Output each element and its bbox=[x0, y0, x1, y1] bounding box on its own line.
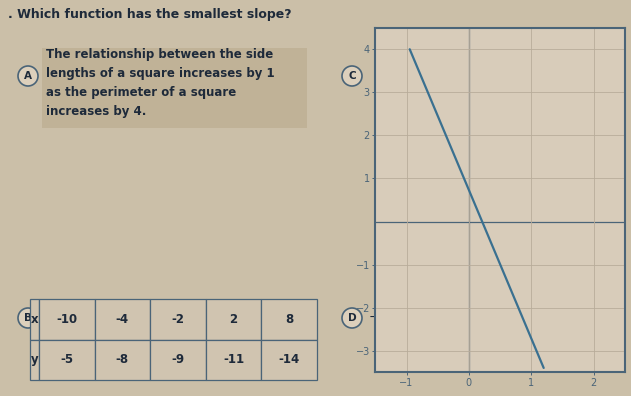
Circle shape bbox=[342, 66, 362, 86]
Text: . Which function has the smallest slope?: . Which function has the smallest slope? bbox=[8, 8, 292, 21]
Text: C: C bbox=[348, 71, 356, 81]
Circle shape bbox=[342, 308, 362, 328]
Text: D: D bbox=[348, 313, 357, 323]
Circle shape bbox=[18, 308, 38, 328]
Circle shape bbox=[18, 66, 38, 86]
Text: B: B bbox=[24, 313, 32, 323]
Text: A: A bbox=[24, 71, 32, 81]
FancyBboxPatch shape bbox=[42, 48, 307, 128]
Text: $-2x + y = 2$: $-2x + y = 2$ bbox=[368, 310, 445, 326]
Text: The relationship between the side
lengths of a square increases by 1
as the peri: The relationship between the side length… bbox=[46, 48, 274, 118]
